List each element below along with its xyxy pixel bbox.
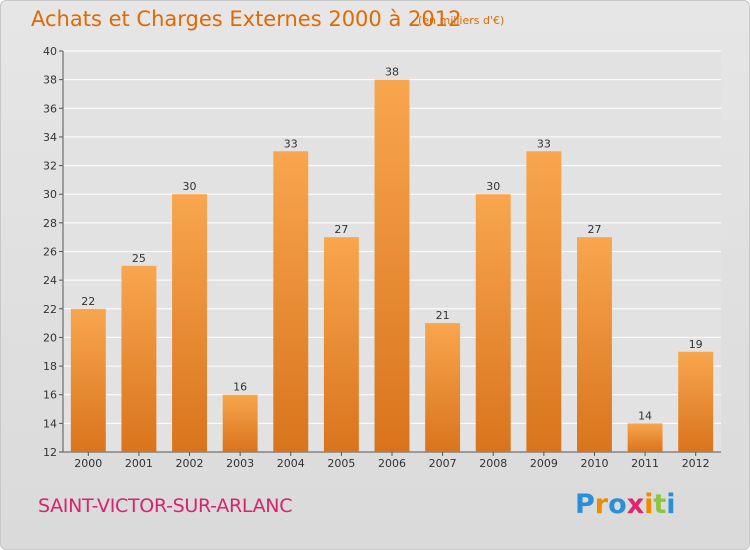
proxiti-logo: Proxiti [575,489,676,520]
bar-value-label: 25 [132,252,146,265]
x-tick-label: 2005 [327,457,355,470]
bar [121,265,157,452]
y-tick-label: 30 [43,188,57,201]
y-tick-label: 34 [43,131,57,144]
y-tick-label: 16 [43,389,57,402]
x-tick-label: 2002 [176,457,204,470]
bar-value-label: 21 [436,309,450,322]
bar [273,151,309,452]
x-tick-label: 2004 [277,457,305,470]
x-tick-label: 2012 [682,457,710,470]
y-tick-label: 28 [43,217,57,230]
bar [526,151,562,452]
chart-title: Achats et Charges Externes 2000 à 2012 [31,7,462,31]
x-tick-label: 2010 [580,457,608,470]
y-tick-label: 38 [43,74,57,87]
commune-name: SAINT-VICTOR-SUR-ARLANC [38,495,293,517]
x-tick-label: 2009 [530,457,558,470]
x-tick-label: 2008 [479,457,507,470]
bar-value-label: 16 [233,381,247,394]
bar-value-label: 33 [284,137,298,150]
bar-value-label: 14 [638,409,652,422]
bar [172,194,208,452]
y-tick-label: 40 [43,45,57,58]
y-tick-label: 24 [43,274,57,287]
y-tick-label: 26 [43,246,57,259]
y-tick-label: 22 [43,303,57,316]
bar [576,237,612,452]
bar [678,351,714,452]
bar [374,79,410,453]
y-tick-label: 18 [43,360,57,373]
bar-value-label: 30 [486,180,500,193]
bar-value-label: 38 [385,66,399,79]
x-axis: 2000 2001 2002 2003 2004 2005 2006 2007 2008 2009… [74,452,710,470]
bar-value-label: 30 [183,180,197,193]
bar-value-label: 27 [587,223,601,236]
x-tick-label: 2003 [226,457,254,470]
bar-value-label: 33 [537,137,551,150]
y-tick-label: 36 [43,102,57,115]
logo-letter: o [608,489,627,520]
bar-value-label: 22 [81,295,95,308]
logo-letter: i [644,489,654,520]
x-tick-label: 2011 [631,457,659,470]
logo-letter: r [594,489,609,520]
bar [323,237,359,452]
bar [475,194,511,452]
bars: 22 25 30 16 33 27 38 21 30 33 27 14 19 [70,66,714,453]
logo-letter: i [666,489,676,520]
chart-subtitle: (en milliers d'€) [418,14,505,27]
bar [627,423,663,452]
x-tick-label: 2007 [429,457,457,470]
bar [70,308,106,452]
y-tick-label: 32 [43,160,57,173]
logo-letter: x [626,489,645,520]
y-tick-label: 12 [43,446,57,459]
x-tick-label: 2000 [74,457,102,470]
x-tick-label: 2001 [125,457,153,470]
logo-letter: P [575,489,595,520]
bar [222,394,258,452]
bar [425,323,461,452]
bar-value-label: 19 [689,338,703,351]
y-tick-label: 14 [43,417,57,430]
x-tick-label: 2006 [378,457,406,470]
bar-value-label: 27 [334,223,348,236]
logo-letter: t [653,489,667,520]
y-tick-label: 20 [43,331,57,344]
